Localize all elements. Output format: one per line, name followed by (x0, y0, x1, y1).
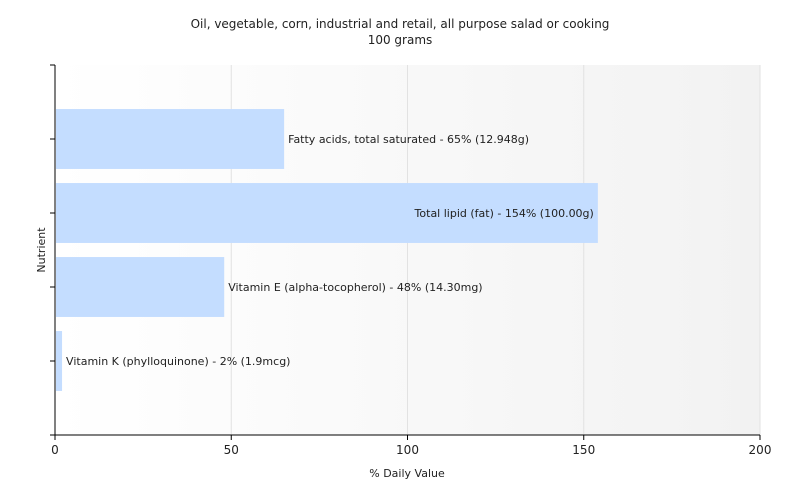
bar-label: Fatty acids, total saturated - 65% (12.9… (288, 133, 529, 146)
x-tick-label: 50 (224, 443, 239, 457)
x-axis-ticks: 0 50 100 150 200 (51, 435, 771, 457)
bar (56, 109, 285, 169)
chart-subtitle: 100 grams (368, 33, 433, 47)
y-axis-title: Nutrient (35, 227, 48, 273)
x-tick-label: 0 (51, 443, 59, 457)
y-axis-ticks (50, 64, 55, 436)
x-axis-title: % Daily Value (369, 467, 445, 480)
bars (56, 109, 598, 391)
bar-labels: Fatty acids, total saturated - 65% (12.9… (66, 133, 594, 368)
x-tick-label: 100 (396, 443, 419, 457)
x-tick-label: 150 (572, 443, 595, 457)
bar-label: Total lipid (fat) - 154% (100.00g) (414, 207, 594, 220)
x-tick-label: 200 (749, 443, 772, 457)
bar-label: Vitamin E (alpha-tocopherol) - 48% (14.3… (228, 281, 482, 294)
bar (56, 331, 63, 391)
bar (56, 257, 225, 317)
bar-label: Vitamin K (phylloquinone) - 2% (1.9mcg) (66, 355, 290, 368)
chart-title: Oil, vegetable, corn, industrial and ret… (191, 17, 610, 31)
bar (56, 183, 598, 243)
